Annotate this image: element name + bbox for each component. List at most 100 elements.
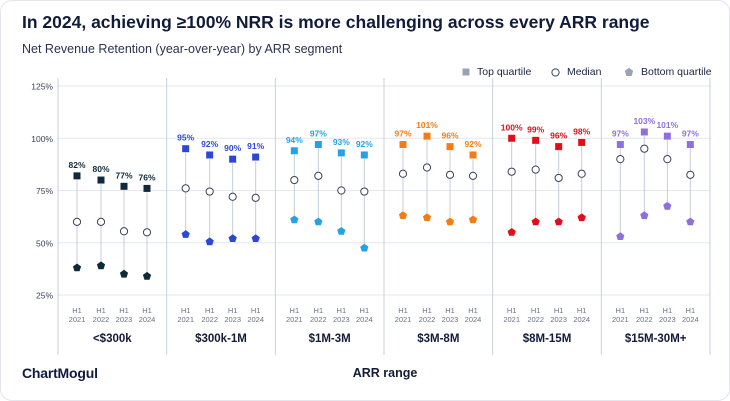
y-tick-label: 75% [36, 186, 53, 196]
top-quartile-point [663, 132, 671, 140]
x-tick-half: H1 [686, 306, 696, 315]
bottom-quartile-point [314, 217, 323, 226]
top-value-label: 76% [138, 172, 155, 182]
bottom-quartile-point [251, 234, 260, 242]
bottom-quartile-point [398, 211, 408, 220]
top-value-label: 101% [416, 120, 438, 130]
x-tick-year: 2023 [442, 315, 459, 324]
median-point [468, 171, 478, 180]
x-tick-year: 2021 [286, 315, 303, 324]
top-value-label: 101% [656, 120, 678, 130]
x-tick-year: 2024 [465, 315, 482, 324]
median-point [531, 165, 540, 174]
chart-subtitle: Net Revenue Retention (year-over-year) b… [22, 42, 343, 56]
x-tick-year: 2022 [636, 315, 653, 324]
x-axis-title: ARR range [352, 366, 418, 380]
x-tick-year: 2023 [333, 315, 350, 324]
x-tick-half: H1 [468, 306, 478, 315]
x-tick-half: H1 [616, 306, 626, 315]
x-tick-year: 2022 [310, 315, 327, 324]
x-tick-year: 2022 [93, 315, 110, 324]
x-tick-half: H1 [205, 306, 215, 315]
top-value-label: 92% [464, 139, 481, 149]
segment-label: <$300k [93, 333, 132, 345]
y-tick-label: 100% [31, 134, 53, 144]
bottom-quartile-point [337, 227, 346, 235]
x-tick-half: H1 [640, 306, 650, 315]
median-point [398, 169, 408, 178]
x-tick-half: H1 [554, 306, 564, 315]
median-point [360, 187, 369, 196]
top-value-label: 77% [115, 170, 132, 180]
top-quartile-point [120, 182, 128, 190]
bottom-quartile-point [205, 237, 214, 246]
x-tick-half: H1 [445, 306, 455, 315]
bottom-quartile-point [531, 217, 540, 226]
bottom-quartile-point [507, 228, 516, 236]
x-tick-year: 2024 [682, 315, 699, 324]
median-point [251, 193, 260, 202]
top-value-label: 100% [501, 122, 523, 132]
x-tick-half: H1 [577, 306, 587, 315]
bottom-quartile-point [554, 217, 563, 226]
x-tick-half: H1 [251, 306, 261, 315]
top-value-label: 91% [247, 141, 264, 151]
median-point [228, 192, 237, 201]
x-tick-half: H1 [96, 306, 106, 315]
x-tick-year: 2023 [659, 315, 676, 324]
bottom-quartile-point [360, 243, 369, 252]
x-tick-year: 2022 [527, 315, 544, 324]
median-point [290, 175, 299, 185]
median-point [337, 186, 346, 195]
top-quartile-point [337, 149, 345, 157]
segment-label: $1M-3M [309, 333, 351, 345]
top-value-label: 99% [527, 124, 544, 134]
x-tick-half: H1 [119, 306, 129, 315]
legend-item-top-quartile: Top quartile [462, 65, 531, 79]
segment-label: $300k-1M [195, 333, 247, 345]
legend-item-median: Median [551, 65, 601, 79]
top-quartile-point [555, 143, 563, 151]
top-value-label: 93% [333, 137, 350, 147]
x-tick-half: H1 [422, 306, 432, 315]
x-tick-half: H1 [507, 306, 517, 315]
top-quartile-point [423, 132, 431, 140]
top-quartile-point [360, 151, 368, 159]
x-tick-year: 2024 [247, 315, 264, 324]
x-tick-half: H1 [360, 306, 370, 315]
top-value-label: 98% [573, 126, 590, 136]
top-quartile-point [532, 136, 540, 144]
segment-label: $3M-8M [417, 333, 459, 345]
top-value-label: 82% [68, 160, 85, 170]
median-point [205, 187, 214, 196]
segment-label: $15M-30M+ [625, 333, 687, 345]
median-point [181, 184, 190, 193]
median-point [445, 170, 455, 179]
bottom-quartile-point [119, 269, 129, 278]
median-point [663, 155, 672, 164]
median-point [554, 173, 563, 183]
top-quartile-point [182, 145, 190, 153]
top-quartile-point [578, 138, 586, 146]
chartmogul-logo: ChartMogul [22, 365, 98, 381]
median-point [640, 144, 649, 153]
x-tick-year: 2022 [201, 315, 218, 324]
top-value-label: 97% [394, 129, 411, 139]
y-tick-label: 25% [36, 291, 53, 301]
top-value-label: 94% [286, 135, 303, 145]
x-tick-half: H1 [142, 306, 152, 315]
top-quartile-point [616, 141, 624, 149]
top-value-label: 97% [682, 129, 699, 139]
top-quartile-point [640, 128, 648, 136]
top-value-label: 95% [177, 133, 194, 143]
x-tick-year: 2021 [69, 315, 86, 324]
legend-pentagon-icon [624, 67, 634, 76]
median-point [314, 171, 323, 180]
top-quartile-point [446, 143, 454, 151]
legend-item-bottom-quartile: Bottom quartile [624, 65, 712, 79]
median-point [616, 155, 625, 164]
x-tick-half: H1 [398, 306, 408, 315]
top-quartile-point [508, 134, 516, 142]
x-tick-year: 2023 [224, 315, 241, 324]
